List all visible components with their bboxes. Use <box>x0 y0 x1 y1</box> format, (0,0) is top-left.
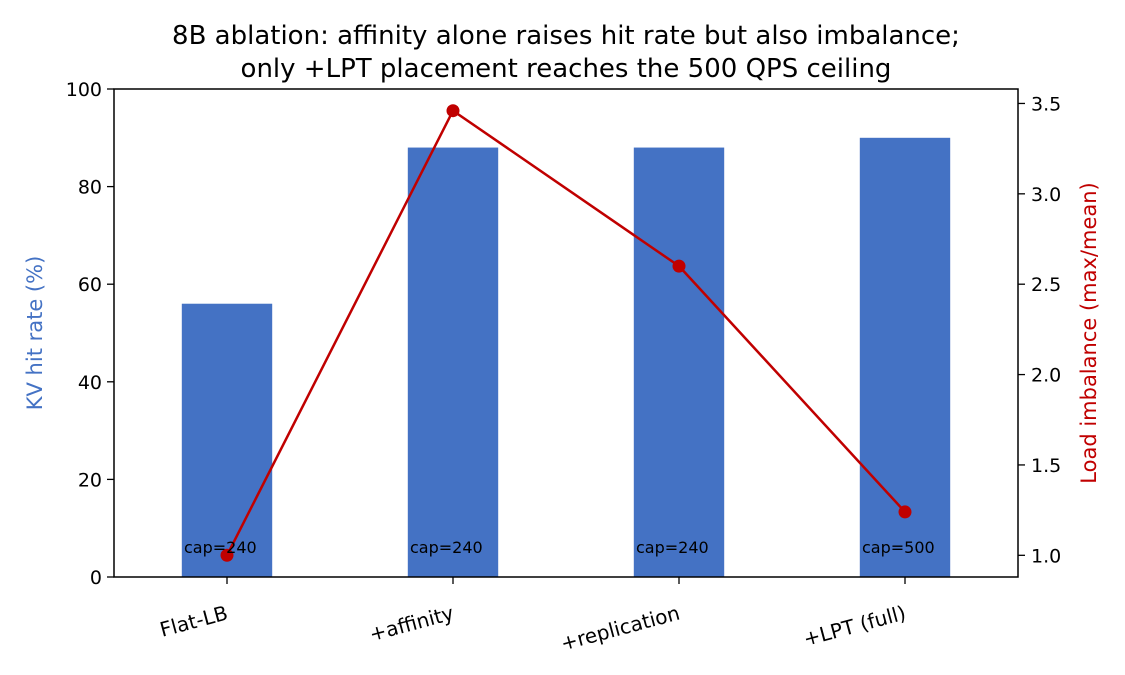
y-axis-label-right: Load imbalance (max/mean) <box>1077 182 1101 483</box>
left-tick-label-4: 80 <box>78 177 102 199</box>
left-tick-label-1: 20 <box>78 469 102 491</box>
cap-label-2: cap=240 <box>636 538 709 557</box>
x-tick-label-2: +replication <box>558 601 682 656</box>
bar-0 <box>181 303 273 577</box>
cap-annotations: cap=240 cap=240 cap=240 cap=500 <box>184 538 935 557</box>
bar-3 <box>859 137 951 578</box>
right-tick-label-1: 1.5 <box>1031 455 1061 477</box>
x-tick-label-3: +LPT (full) <box>801 601 909 651</box>
imbalance-point-0 <box>220 548 234 562</box>
right-y-axis: 1.0 1.5 2.0 2.5 3.0 3.5 <box>1018 93 1061 567</box>
x-tick-label-0: Flat-LB <box>157 601 230 642</box>
chart-title-line-2: only +LPT placement reaches the 500 QPS … <box>241 54 892 84</box>
bar-series <box>181 137 951 578</box>
imbalance-line <box>225 108 906 556</box>
cap-label-0: cap=240 <box>184 538 257 557</box>
imbalance-point-1 <box>446 104 460 118</box>
right-tick-label-2: 2.0 <box>1031 365 1061 387</box>
plot-frame <box>113 88 1019 578</box>
left-tick-label-3: 60 <box>78 274 102 296</box>
bar-2 <box>633 147 725 577</box>
left-tick-label-0: 0 <box>90 567 102 589</box>
chart-title-line-1: 8B ablation: affinity alone raises hit r… <box>172 21 960 51</box>
imbalance-point-3 <box>898 505 912 519</box>
left-y-axis: 0 20 40 60 80 100 <box>66 79 114 589</box>
chart-title: 8B ablation: affinity alone raises hit r… <box>172 21 960 84</box>
line-series <box>220 104 912 562</box>
imbalance-point-2 <box>672 259 686 273</box>
x-tick-label-1: +affinity <box>367 601 457 647</box>
right-tick-label-5: 3.5 <box>1031 93 1061 115</box>
left-tick-label-2: 40 <box>78 372 102 394</box>
y-axis-label-left: KV hit rate (%) <box>23 256 47 411</box>
left-tick-label-5: 100 <box>66 79 102 101</box>
x-axis: Flat-LB +affinity +replication +LPT (full) <box>157 577 908 655</box>
right-tick-label-4: 3.0 <box>1031 184 1061 206</box>
bar-1 <box>407 147 499 577</box>
right-tick-label-3: 2.5 <box>1031 274 1061 296</box>
right-tick-label-0: 1.0 <box>1031 545 1061 567</box>
cap-label-3: cap=500 <box>862 538 935 557</box>
cap-label-1: cap=240 <box>410 538 483 557</box>
